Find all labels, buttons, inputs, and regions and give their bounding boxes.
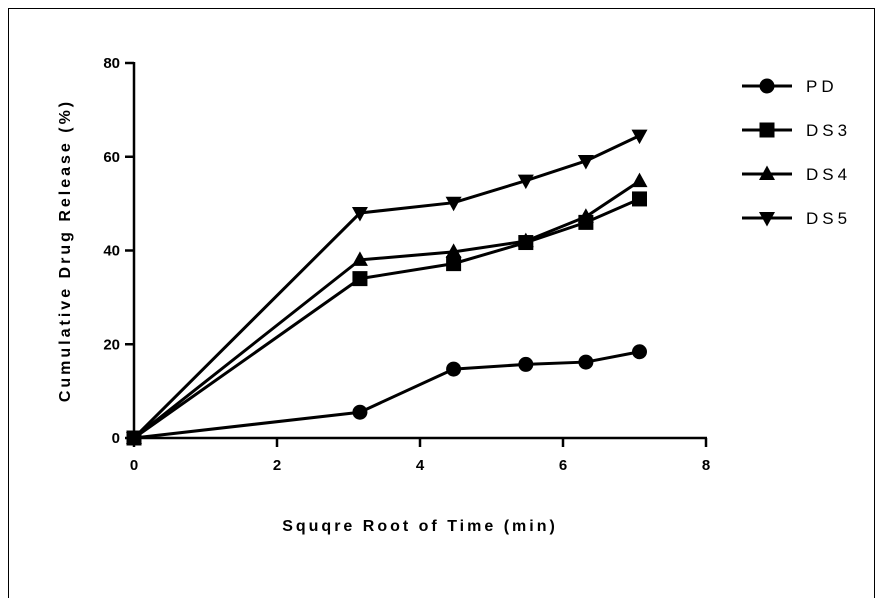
legend-marker — [759, 122, 775, 138]
data-point — [351, 207, 368, 222]
series-line — [133, 350, 640, 440]
data-point — [631, 129, 648, 145]
data-point — [578, 354, 594, 370]
x-axis-title: Squqre Root of Time (min) — [282, 518, 558, 535]
data-point — [352, 404, 368, 420]
y-ticks: 0 20 40 60 80 — [103, 55, 134, 447]
y-tick-label: 0 — [112, 430, 120, 447]
series-layer — [126, 129, 648, 447]
series-line — [133, 179, 641, 440]
x-ticks: 0 2 4 6 8 — [130, 438, 710, 474]
series-ds4 — [126, 172, 648, 444]
legend-label: DS3 — [806, 121, 851, 140]
data-point — [445, 243, 462, 258]
legend-marker — [759, 212, 775, 227]
legend-item-ds3: DS3 — [742, 121, 851, 140]
data-point — [577, 208, 594, 223]
data-point — [517, 174, 534, 190]
series-line — [133, 197, 641, 440]
legend-label: DS4 — [806, 165, 851, 184]
x-tick-label: 4 — [416, 457, 425, 474]
y-tick-label: 60 — [103, 149, 120, 166]
data-point — [351, 251, 368, 266]
data-point — [631, 172, 648, 188]
x-tick-label: 8 — [702, 457, 710, 474]
data-point — [632, 344, 648, 360]
legend-label: PD — [806, 77, 838, 96]
legend-item-pd: PD — [742, 77, 838, 96]
series-ds5 — [126, 129, 648, 447]
data-point — [517, 232, 534, 248]
y-tick-label: 20 — [103, 336, 120, 353]
y-tick-label: 80 — [103, 55, 120, 72]
legend-item-ds4: DS4 — [742, 165, 851, 184]
x-tick-label: 2 — [273, 457, 281, 474]
series-ds3 — [126, 191, 648, 446]
data-point — [446, 256, 462, 272]
legend-item-ds5: DS5 — [742, 209, 851, 228]
x-tick-label: 6 — [559, 457, 567, 474]
data-point — [632, 191, 648, 207]
legend-marker — [759, 165, 775, 180]
data-point — [577, 154, 594, 170]
data-point — [126, 432, 142, 447]
legend: PD DS3 DS4 DS5 — [742, 77, 851, 228]
series-pd — [126, 344, 648, 446]
legend-label: DS5 — [806, 209, 851, 228]
y-axis-title: Cumulative Drug Release (%) — [57, 99, 74, 402]
data-point — [445, 196, 462, 212]
axes — [132, 62, 707, 440]
data-point — [446, 361, 462, 377]
y-tick-label: 40 — [103, 243, 120, 260]
data-point — [518, 356, 534, 372]
chart-frame — [8, 8, 875, 598]
data-point — [352, 271, 368, 287]
x-tick-label: 0 — [130, 457, 138, 474]
series-line — [132, 134, 641, 440]
legend-marker — [759, 78, 775, 94]
